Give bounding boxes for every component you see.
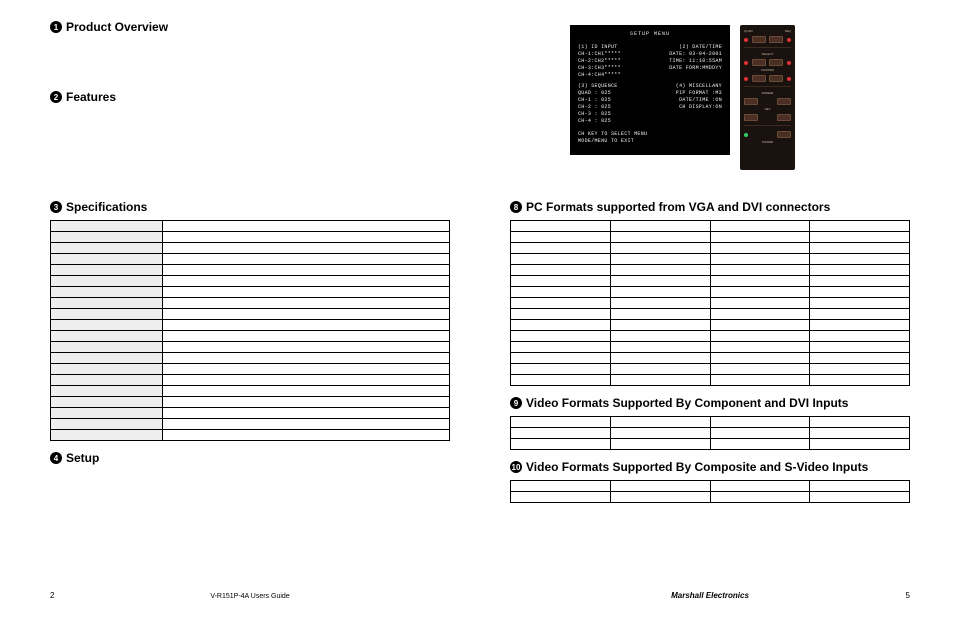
heading-video-composite: 10 Video Formats Supported By Composite … [510, 460, 910, 474]
heading-text: Product Overview [66, 20, 168, 34]
table-row [511, 243, 910, 254]
table-row [511, 353, 910, 364]
table-row [51, 287, 450, 298]
table-row [511, 342, 910, 353]
right-page: 8 PC Formats supported from VGA and DVI … [510, 20, 910, 578]
num-3-icon: 3 [50, 201, 62, 213]
pc-formats-table [510, 220, 910, 386]
table-row [51, 298, 450, 309]
footer-left: 2 V-R151P-4A Users Guide [50, 591, 450, 600]
heading-text: Setup [66, 451, 99, 465]
table-row [511, 481, 910, 492]
left-page: 1 Product Overview 2 Features 3 Specific… [50, 20, 450, 578]
table-row [511, 364, 910, 375]
table-row [511, 265, 910, 276]
table-row [51, 254, 450, 265]
table-row [51, 375, 450, 386]
table-row [511, 375, 910, 386]
table-row [511, 320, 910, 331]
table-row [51, 331, 450, 342]
heading-text: Features [66, 90, 116, 104]
heading-features: 2 Features [50, 90, 450, 104]
table-row [511, 287, 910, 298]
heading-pc-formats: 8 PC Formats supported from VGA and DVI … [510, 200, 910, 214]
table-row [511, 428, 910, 439]
heading-product-overview: 1 Product Overview [50, 20, 450, 34]
table-row [51, 309, 450, 320]
heading-specifications: 3 Specifications [50, 200, 450, 214]
footer-right: Marshall Electronics 5 [510, 591, 910, 600]
table-row [511, 439, 910, 450]
table-row [51, 320, 450, 331]
video-component-table [510, 416, 910, 450]
table-row [511, 232, 910, 243]
table-row [511, 331, 910, 342]
table-row [51, 353, 450, 364]
table-row [51, 276, 450, 287]
table-row [511, 309, 910, 320]
table-row [51, 419, 450, 430]
heading-video-component: 9 Video Formats Supported By Component a… [510, 396, 910, 410]
num-4-icon: 4 [50, 452, 62, 464]
heading-text: Video Formats Supported By Composite and… [526, 460, 868, 474]
table-row [511, 492, 910, 503]
footer-brand: Marshall Electronics [530, 591, 890, 600]
table-row [51, 232, 450, 243]
table-row [51, 221, 450, 232]
heading-text: PC Formats supported from VGA and DVI co… [526, 200, 830, 214]
video-composite-table [510, 480, 910, 503]
table-row [51, 243, 450, 254]
table-row [51, 397, 450, 408]
table-row [511, 276, 910, 287]
table-row [511, 221, 910, 232]
table-row [511, 254, 910, 265]
specifications-table [50, 220, 450, 441]
table-row [51, 408, 450, 419]
heading-text: Specifications [66, 200, 147, 214]
heading-text: Video Formats Supported By Component and… [526, 396, 848, 410]
num-8-icon: 8 [510, 201, 522, 213]
table-row [51, 430, 450, 441]
page-number: 5 [890, 591, 910, 600]
num-2-icon: 2 [50, 91, 62, 103]
footer-title: V-R151P-4A Users Guide [70, 593, 430, 600]
heading-setup: 4 Setup [50, 451, 450, 465]
page-number: 2 [50, 591, 70, 600]
num-9-icon: 9 [510, 397, 522, 409]
table-row [51, 342, 450, 353]
table-row [511, 417, 910, 428]
num-10-icon: 10 [510, 461, 522, 473]
table-row [51, 386, 450, 397]
num-1-icon: 1 [50, 21, 62, 33]
table-row [51, 364, 450, 375]
table-row [51, 265, 450, 276]
table-row [511, 298, 910, 309]
